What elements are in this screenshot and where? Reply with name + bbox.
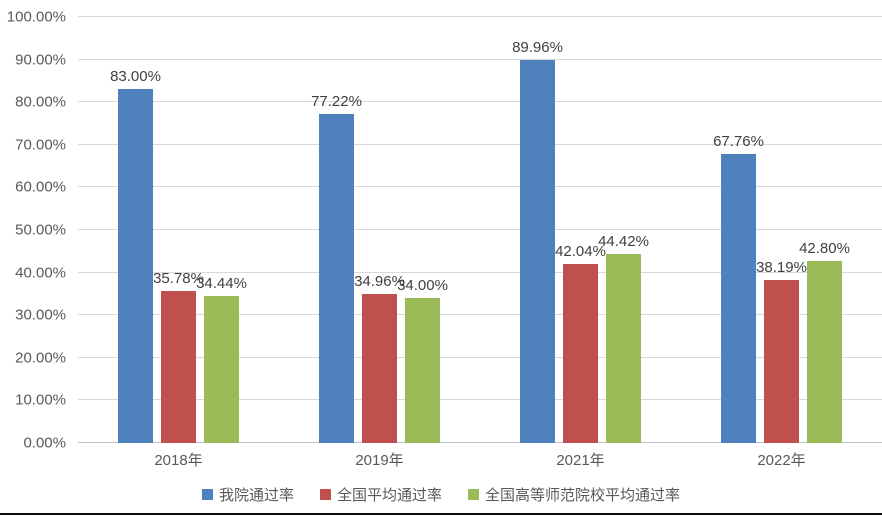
gridline — [78, 101, 882, 103]
plot-area: 83.00% 35.78% 34.44% 77.22% 34.96% 34.00% 89.9… — [78, 16, 882, 443]
legend-swatch-icon — [319, 489, 331, 500]
legend-swatch-icon — [468, 489, 479, 500]
legend-item: 全国高等师范院校平均通过率 — [468, 484, 680, 505]
legend-item: 我院通过率 — [201, 484, 294, 505]
legend-swatch-icon — [201, 489, 213, 500]
bar-2022年-series1 — [721, 154, 756, 443]
bar-2018年-series1 — [118, 89, 153, 443]
gridline — [78, 186, 882, 188]
bar-2022年-series2 — [764, 280, 799, 443]
y-axis-tick-label: 20.00% — [15, 349, 66, 367]
y-axis-tick-label: 50.00% — [15, 221, 66, 239]
gridline — [78, 356, 882, 358]
data-label: 89.96% — [512, 38, 563, 56]
y-axis-tick-label: 70.00% — [15, 136, 66, 154]
gridline — [78, 58, 882, 60]
gridline — [78, 399, 882, 401]
bar-2018年-series2 — [161, 290, 196, 443]
bar-group: 83.00% 35.78% 34.44% — [78, 17, 279, 443]
y-axis-tick-label: 90.00% — [15, 51, 66, 69]
y-axis-tick-label: 60.00% — [15, 178, 66, 196]
bar-2021年-series2 — [563, 263, 598, 443]
data-label: 67.76% — [713, 133, 764, 151]
y-axis: 0.00% 10.00% 20.00% 30.00% 40.00% 50.00% 60.00… — [0, 10, 70, 451]
bar-slot: 83.00% — [110, 17, 161, 443]
data-label: 35.78% — [153, 269, 204, 287]
bar-2022年-series3 — [807, 260, 842, 443]
data-label: 42.04% — [555, 242, 606, 260]
legend-label: 全国平均通过率 — [336, 487, 442, 504]
bottom-border-rule — [0, 513, 882, 515]
x-axis-category-label: 2021年 — [556, 452, 605, 469]
gridline — [78, 16, 882, 17]
gridline — [78, 271, 882, 273]
bar-group: 77.22% 34.96% 34.00% — [279, 17, 480, 443]
data-label: 34.96% — [354, 273, 405, 291]
bar-slot: 44.42% — [598, 17, 649, 443]
y-axis-tick-label: 30.00% — [15, 306, 66, 324]
bar-2021年-series1 — [520, 59, 555, 443]
data-label: 34.44% — [196, 275, 247, 293]
y-axis-tick-label: 40.00% — [15, 264, 66, 282]
legend-label: 全国高等师范院校平均通过率 — [485, 487, 681, 504]
data-label: 34.00% — [397, 277, 448, 295]
x-axis-category-label: 2018年 — [154, 452, 203, 469]
y-axis-tick-label: 80.00% — [15, 93, 66, 111]
bar-slot: 35.78% — [153, 17, 204, 443]
data-label: 83.00% — [110, 68, 161, 86]
bar-2021年-series3 — [606, 253, 641, 443]
bar-2019年-series1 — [319, 114, 354, 443]
x-axis-category-label: 2022年 — [757, 452, 806, 469]
bar-2019年-series3 — [405, 298, 440, 443]
legend-item: 全国平均通过率 — [319, 484, 442, 505]
bar-slot: 34.96% — [354, 17, 405, 443]
bar-slot: 42.80% — [799, 17, 850, 443]
bar-2018年-series3 — [204, 296, 239, 443]
bar-slot: 34.44% — [196, 17, 247, 443]
bar-slot: 67.76% — [713, 17, 764, 443]
bar-slot: 89.96% — [512, 17, 563, 443]
gridline — [78, 229, 882, 230]
x-axis-category-label: 2019年 — [355, 452, 404, 469]
gridline — [78, 314, 882, 316]
bar-group: 89.96% 42.04% 44.42% — [480, 17, 681, 443]
y-axis-tick-label: 10.00% — [15, 391, 66, 409]
data-label: 77.22% — [311, 93, 362, 111]
bar-slot: 42.04% — [555, 17, 606, 443]
bar-group: 67.76% 38.19% 42.80% — [681, 17, 882, 443]
data-label: 38.19% — [756, 259, 807, 277]
bar-slot: 34.00% — [397, 17, 448, 443]
x-axis-line — [78, 442, 882, 443]
x-axis: 2018年 2019年 2021年 2022年 — [78, 451, 882, 471]
bar-slot: 38.19% — [756, 17, 807, 443]
gridline — [78, 143, 882, 145]
legend-label: 我院通过率 — [218, 487, 294, 504]
legend: 我院通过率 全国平均通过率 全国高等师范院校平均通过率 — [0, 484, 882, 505]
y-axis-tick-label: 100.00% — [6, 8, 66, 26]
bar-2019年-series2 — [362, 294, 397, 443]
bar-groups: 83.00% 35.78% 34.44% 77.22% 34.96% 34.00% 89.9… — [78, 17, 882, 443]
bar-slot: 77.22% — [311, 17, 362, 443]
data-label: 42.80% — [799, 239, 850, 257]
data-label: 44.42% — [598, 232, 649, 250]
y-axis-tick-label: 0.00% — [23, 434, 66, 452]
